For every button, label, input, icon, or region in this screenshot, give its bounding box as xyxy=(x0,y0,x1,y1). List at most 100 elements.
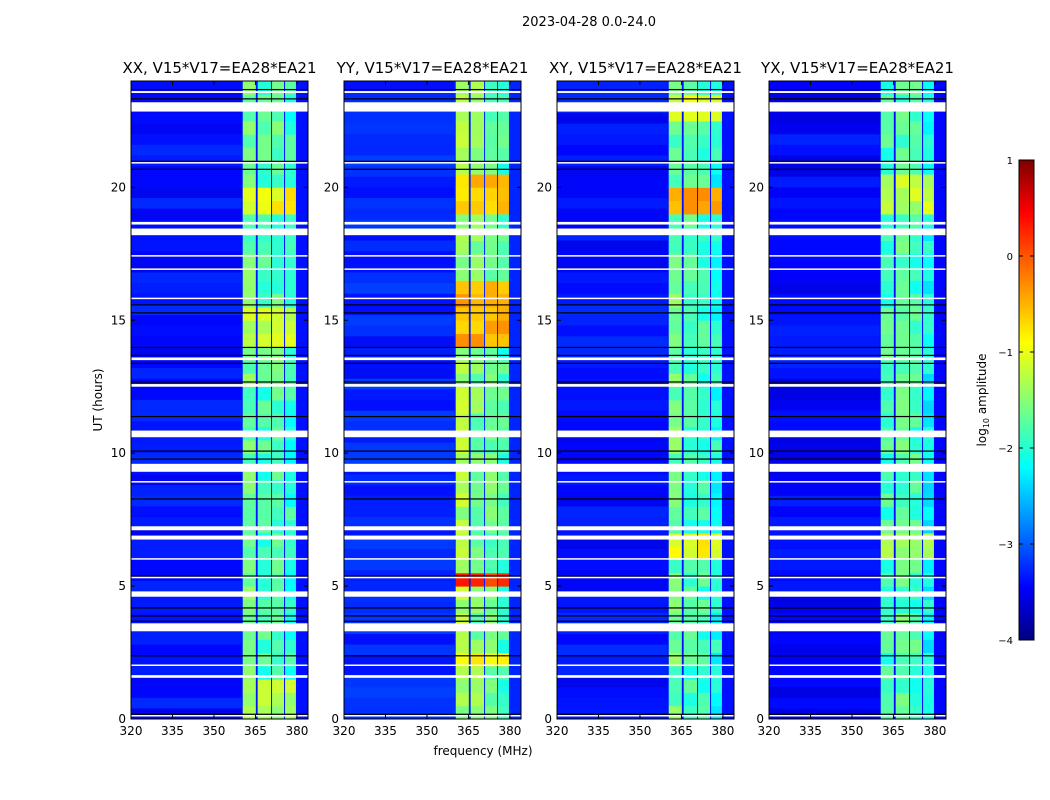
band-cell xyxy=(910,639,923,654)
flagged-row xyxy=(131,162,308,164)
band-cell xyxy=(923,479,934,494)
background-cell xyxy=(557,261,668,273)
band-cell xyxy=(485,679,498,693)
band-cell xyxy=(668,439,682,454)
background-cell xyxy=(131,687,242,698)
background-cell xyxy=(769,176,880,188)
gap-line xyxy=(131,498,308,500)
band-cell xyxy=(272,107,285,122)
gap-line xyxy=(557,498,734,500)
band-cell xyxy=(257,639,272,654)
background-cell xyxy=(557,655,668,666)
band-cell xyxy=(698,373,711,388)
band-cell xyxy=(668,400,682,414)
band-cell xyxy=(683,692,698,707)
band-cell xyxy=(895,439,910,454)
band-cell xyxy=(470,679,485,693)
background-cell xyxy=(557,272,668,284)
y-tick-label: 5 xyxy=(544,579,552,593)
flagged-row xyxy=(344,228,521,236)
band-cell xyxy=(880,333,894,348)
background-cell xyxy=(344,612,455,624)
band-cell xyxy=(455,120,469,135)
background-cell xyxy=(769,389,880,400)
band-cell xyxy=(470,147,485,162)
gap-line xyxy=(557,655,734,657)
flagged-row xyxy=(344,591,521,597)
background-cell xyxy=(344,516,455,528)
band-cell xyxy=(455,360,469,374)
band-cell xyxy=(895,147,910,162)
x-tick-label: 350 xyxy=(416,724,439,738)
band-cell xyxy=(880,652,894,667)
band-cell xyxy=(910,453,923,467)
band-cell xyxy=(470,493,485,507)
background-cell xyxy=(344,368,455,379)
background-cell xyxy=(131,474,242,486)
colorbar-tick-label: −4 xyxy=(998,636,1013,647)
gap-line xyxy=(557,575,734,577)
band-cell xyxy=(470,360,485,374)
band-cell xyxy=(272,679,285,693)
background-cell xyxy=(344,474,455,486)
band-cell xyxy=(698,280,711,295)
background-cell xyxy=(131,283,242,294)
colorbar-tick-label: −1 xyxy=(998,348,1013,359)
band-cell xyxy=(470,187,485,202)
band-cell xyxy=(683,280,698,295)
colorbar-label-log: log xyxy=(975,428,989,446)
band-cell xyxy=(683,174,698,188)
band-cell xyxy=(668,200,682,215)
band-cell xyxy=(880,306,894,321)
band-cell xyxy=(668,240,682,255)
band-cell xyxy=(498,679,509,693)
background-cell xyxy=(131,676,242,688)
background-cell xyxy=(131,644,242,656)
band-cell xyxy=(455,532,469,547)
x-tick-label: 365 xyxy=(457,724,480,738)
band-cell xyxy=(910,240,923,255)
band-cell xyxy=(257,333,272,348)
band-cell xyxy=(895,479,910,494)
colorbar xyxy=(1018,159,1035,641)
band-cell xyxy=(698,413,711,428)
flagged-row xyxy=(557,102,734,112)
band-cell xyxy=(711,267,722,281)
panel-title: YX, V15*V17=EA28*EA21 xyxy=(760,59,954,77)
background-cell xyxy=(344,644,455,656)
y-tick-label: 5 xyxy=(331,579,339,593)
y-tick-label: 20 xyxy=(324,180,339,194)
band-cell xyxy=(668,346,682,361)
background-cell xyxy=(344,283,455,294)
axes-frame xyxy=(556,80,735,720)
band-cell xyxy=(698,532,711,547)
x-tick-label: 365 xyxy=(882,724,905,738)
background-cell xyxy=(344,655,455,666)
band-cell xyxy=(485,360,498,374)
gap-line xyxy=(557,381,734,383)
band-cell xyxy=(711,293,722,308)
band-cell xyxy=(470,306,485,321)
background-cell xyxy=(557,81,668,92)
gap-line xyxy=(344,160,521,162)
background-cell xyxy=(131,559,242,571)
gap-line xyxy=(131,607,308,609)
band-cell xyxy=(895,506,910,521)
band-cell xyxy=(498,386,509,401)
band-cell xyxy=(498,572,509,587)
gap-line xyxy=(131,346,308,349)
flagged-row xyxy=(131,268,308,270)
band-cell xyxy=(470,200,485,215)
background-cell xyxy=(557,676,668,688)
band-cell xyxy=(498,320,509,335)
background-cell xyxy=(344,346,455,358)
band-cell xyxy=(485,639,498,654)
gap-line xyxy=(344,362,521,364)
gap-line xyxy=(557,607,734,609)
background-cell xyxy=(344,676,455,688)
flagged-row xyxy=(769,297,946,300)
band-cell xyxy=(272,493,285,507)
band-cell xyxy=(285,506,296,521)
band-cell xyxy=(257,267,272,281)
band-cell xyxy=(272,147,285,162)
